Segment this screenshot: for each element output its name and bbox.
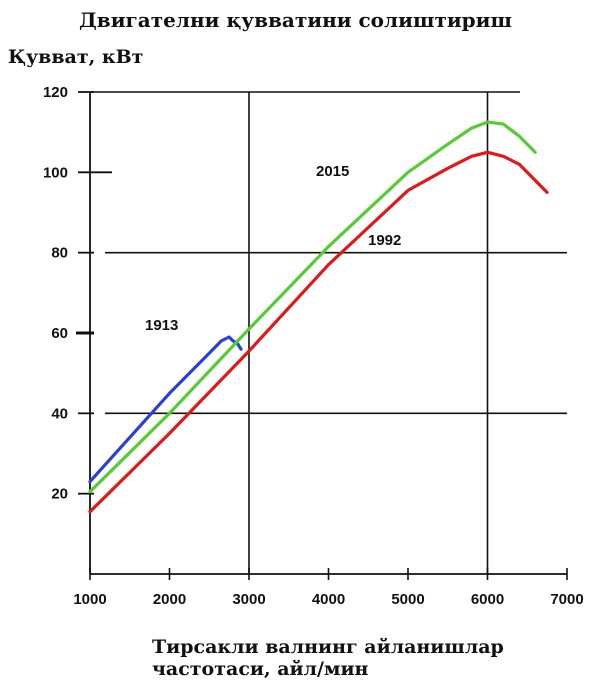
x-tick-label-7000: 7000: [550, 591, 583, 608]
y-tick-label-60: 60: [51, 325, 68, 342]
x-tick-label-1000: 1000: [73, 591, 106, 608]
y-tick-label-100: 100: [43, 164, 68, 181]
x-tick-label-5000: 5000: [391, 591, 424, 608]
x-axis-label-line-1: Тирсакли валнинг айланишлар: [152, 636, 504, 658]
series-line-1913: [88, 335, 243, 484]
x-tick-label-4000: 4000: [312, 591, 345, 608]
y-tick-label-80: 80: [51, 245, 68, 262]
x-axis-label: Тирсакли валнинг айланишлар частотаси, а…: [152, 636, 572, 680]
series-label-2015: 2015: [316, 163, 349, 180]
x-axis-label-line-2: частотаси, айл/мин: [152, 658, 369, 680]
series-label-1913: 1913: [145, 317, 178, 334]
x-tick-label-2000: 2000: [153, 591, 186, 608]
chart-title: Двигателни қувватини солиштириш: [79, 8, 512, 32]
series-label-1992: 1992: [368, 232, 401, 249]
y-axis-label: Қувват, кВт: [8, 46, 144, 68]
y-tick-label-20: 20: [51, 486, 68, 503]
x-tick-label-3000: 3000: [232, 591, 265, 608]
series-line-2015: [88, 120, 537, 494]
power-chart: 20 40 60 80 100 120 1000 2000 3000 4000 5000 6000 70…: [43, 84, 584, 608]
x-tick-label-6000: 6000: [471, 591, 504, 608]
y-tick-label-120: 120: [43, 84, 68, 101]
y-tick-label-40: 40: [51, 405, 68, 422]
series-line-1992: [88, 150, 549, 514]
